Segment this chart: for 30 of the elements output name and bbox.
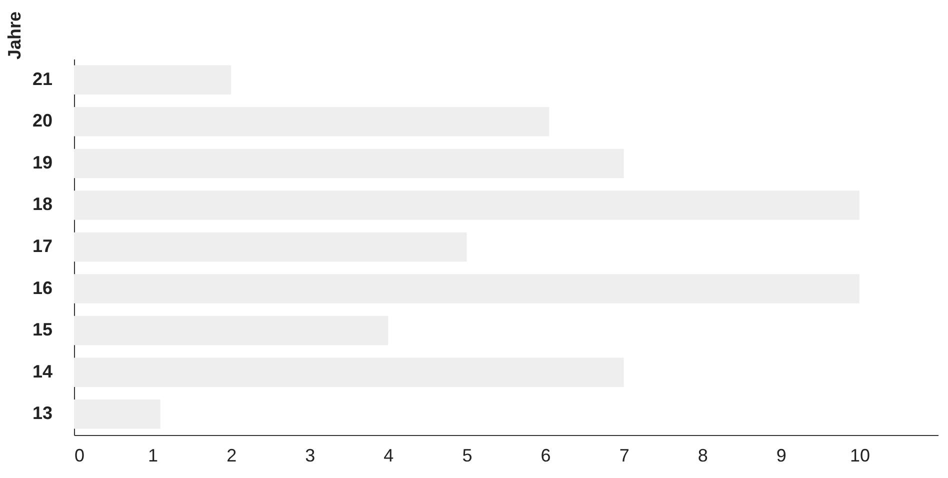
- y-tick-label: 18: [32, 194, 52, 214]
- x-tick-label: 3: [305, 446, 316, 466]
- x-tick-label: 0: [74, 446, 85, 466]
- y-tick-label: 13: [32, 403, 52, 424]
- bar: [74, 358, 624, 387]
- x-tick-label: 8: [698, 446, 708, 466]
- bar: [74, 274, 860, 304]
- y-tick-label: 17: [32, 236, 52, 256]
- bar: [74, 232, 467, 262]
- x-tick-label: 10: [850, 446, 870, 466]
- x-tick-label: 1: [148, 446, 158, 466]
- x-tick-label: 9: [776, 446, 786, 466]
- x-tick-label: 7: [619, 446, 630, 466]
- y-tick-label: 15: [32, 320, 52, 340]
- x-tick-label: 2: [226, 446, 237, 466]
- bar: [74, 65, 232, 95]
- x-tick-label: 5: [462, 446, 472, 466]
- y-axis-title: Jahre: [4, 11, 24, 60]
- bar: [74, 107, 550, 136]
- bar: [74, 148, 624, 178]
- y-tick-label: 14: [32, 361, 52, 382]
- y-tick-label: 19: [32, 152, 52, 172]
- x-tick-label: 4: [384, 446, 394, 466]
- y-tick-label: 21: [32, 68, 52, 89]
- bar: [74, 316, 388, 346]
- bar: [74, 190, 860, 220]
- x-tick-label: 6: [540, 446, 551, 466]
- y-tick-label: 16: [32, 278, 52, 298]
- bar: [74, 399, 160, 429]
- y-tick-label: 20: [32, 110, 52, 131]
